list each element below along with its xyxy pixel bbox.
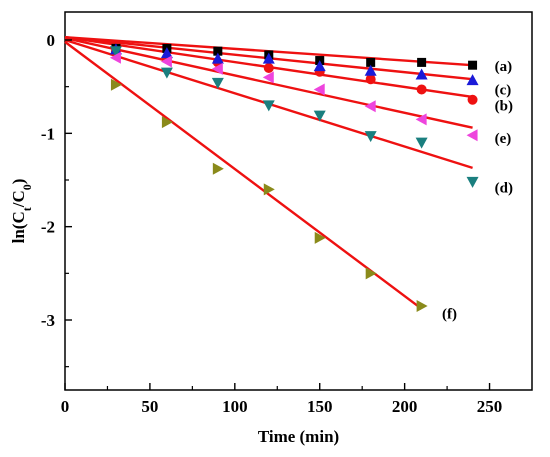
x-tick-label: 250 <box>477 397 503 416</box>
data-point-triangle-down <box>415 137 428 149</box>
x-tick-label: 100 <box>222 397 248 416</box>
plot-frame <box>64 11 533 391</box>
series-label: (b) <box>495 98 513 114</box>
data-point-triangle-down <box>262 100 275 112</box>
x-tick-label: 0 <box>61 397 70 416</box>
data-point-triangle-down <box>313 110 326 122</box>
data-point-triangle-up <box>415 68 428 80</box>
y-axis-title-sub-t: t <box>20 207 34 211</box>
data-point-triangle-up <box>262 52 275 64</box>
x-tick-label: 150 <box>307 397 333 416</box>
data-point-circle <box>467 94 478 105</box>
data-point-triangle-right <box>416 300 428 312</box>
data-point-triangle-up <box>364 64 377 76</box>
x-tick-label: 200 <box>392 397 418 416</box>
data-point-circle <box>416 84 427 95</box>
series-label: (c) <box>495 82 512 98</box>
data-point-circle <box>365 74 376 85</box>
data-point-triangle-up <box>313 60 326 72</box>
data-point-square <box>213 46 223 56</box>
series-labels: (a) (b)(c) (d) (e) (f) <box>442 59 513 322</box>
data-point-triangle-right <box>212 162 224 175</box>
data-point-triangle-left <box>364 100 376 113</box>
data-point-triangle-down <box>160 67 173 79</box>
data-point-triangle-left <box>262 71 274 84</box>
data-point-triangle-left <box>109 51 121 64</box>
x-tick-label: 50 <box>141 397 158 416</box>
data-point-triangle-down <box>109 46 122 58</box>
data-point-triangle-left <box>211 62 223 75</box>
y-tick-label: -2 <box>41 218 55 237</box>
y-axis-title-sub-0: 0 <box>20 184 34 190</box>
data-point-triangle-down <box>466 176 479 188</box>
data-point-triangle-right <box>263 183 275 196</box>
data-point-triangle-up <box>466 74 479 86</box>
data-point-triangle-down <box>364 131 377 143</box>
data-point-triangle-left <box>160 55 172 68</box>
y-axis-title-main: ln(C <box>9 211 28 243</box>
data-point-triangle-down <box>211 77 224 89</box>
axis-ticks: 0 50 100 150 200 250 0 -1 -2 -3 <box>41 31 502 416</box>
y-tick-label: 0 <box>47 31 56 50</box>
y-tick-label: -3 <box>41 311 55 330</box>
series-label: (e) <box>495 131 512 147</box>
data-point-circle <box>263 63 274 73</box>
data-point-triangle-right <box>161 116 173 129</box>
data-point-triangle-up <box>211 52 224 64</box>
fit-line <box>64 36 473 129</box>
data-point-square <box>417 57 427 67</box>
series-label: (a) <box>495 59 513 75</box>
data-point-triangle-left <box>466 129 478 142</box>
y-axis-title: ln(Ct/C0) <box>9 179 34 244</box>
data-point-triangle-left <box>313 83 325 96</box>
y-axis-title-end: ) <box>9 179 28 185</box>
data-point-square <box>468 60 478 70</box>
y-axis-title-mid: /C <box>9 190 28 208</box>
series-label: (d) <box>495 180 513 196</box>
data-markers <box>109 43 479 312</box>
data-point-triangle-up <box>160 47 173 59</box>
series-label: (f) <box>442 306 457 322</box>
plot-border <box>64 11 533 391</box>
data-point-triangle-right <box>365 267 377 280</box>
data-point-square <box>366 57 376 67</box>
x-axis-title: Time (min) <box>258 427 339 446</box>
data-point-triangle-right <box>110 78 122 91</box>
data-point-triangle-left <box>415 113 427 126</box>
data-point-triangle-right <box>314 231 326 244</box>
y-tick-label: -1 <box>41 124 55 143</box>
fit-line <box>64 40 423 310</box>
